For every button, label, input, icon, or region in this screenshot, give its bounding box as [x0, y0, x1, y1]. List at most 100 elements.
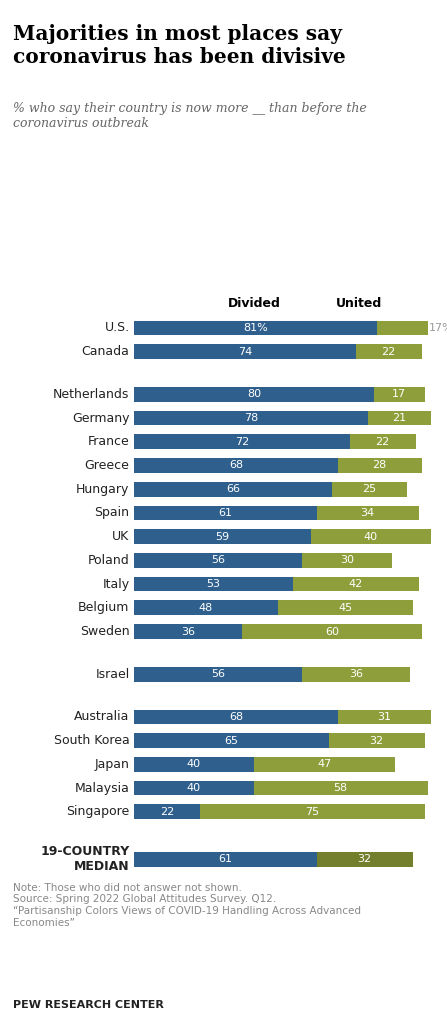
- Text: 68: 68: [229, 712, 243, 722]
- Bar: [338, 458, 422, 473]
- Bar: [134, 458, 338, 473]
- Text: 25: 25: [362, 484, 376, 494]
- Text: Malaysia: Malaysia: [75, 782, 130, 795]
- Bar: [134, 482, 332, 496]
- Text: 74: 74: [238, 347, 252, 357]
- Text: 72: 72: [235, 437, 249, 447]
- Text: 17%: 17%: [429, 323, 447, 332]
- Text: Divided: Divided: [228, 297, 280, 310]
- Text: 19-COUNTRY
MEDIAN: 19-COUNTRY MEDIAN: [40, 845, 130, 874]
- Text: 31: 31: [377, 712, 391, 722]
- Text: 22: 22: [382, 347, 396, 357]
- Text: Greece: Greece: [85, 459, 130, 472]
- Text: South Korea: South Korea: [54, 735, 130, 747]
- Bar: [134, 757, 254, 771]
- Text: 22: 22: [160, 807, 174, 816]
- Bar: [134, 804, 200, 819]
- Bar: [350, 435, 416, 449]
- Text: 30: 30: [340, 555, 354, 566]
- Text: Poland: Poland: [88, 553, 130, 567]
- Text: 75: 75: [305, 807, 319, 816]
- Text: 32: 32: [358, 854, 372, 864]
- Bar: [134, 601, 278, 615]
- Bar: [200, 804, 425, 819]
- Text: Sweden: Sweden: [80, 625, 130, 638]
- Bar: [278, 601, 413, 615]
- Bar: [338, 710, 430, 724]
- Text: Belgium: Belgium: [78, 602, 130, 614]
- Text: 28: 28: [372, 460, 387, 471]
- Text: Netherlands: Netherlands: [53, 388, 130, 401]
- Text: Majorities in most places say
coronavirus has been divisive: Majorities in most places say coronaviru…: [13, 24, 346, 66]
- Bar: [134, 345, 356, 359]
- Bar: [134, 529, 311, 544]
- Text: 40: 40: [187, 759, 201, 769]
- Bar: [374, 387, 425, 402]
- Bar: [134, 667, 302, 681]
- Text: 42: 42: [349, 579, 363, 589]
- Bar: [302, 553, 392, 568]
- Text: France: France: [88, 435, 130, 448]
- Text: Japan: Japan: [95, 758, 130, 771]
- Text: 58: 58: [334, 783, 348, 793]
- Bar: [368, 410, 430, 426]
- Bar: [317, 505, 418, 521]
- Bar: [134, 505, 317, 521]
- Text: 21: 21: [392, 413, 406, 424]
- Bar: [254, 757, 395, 771]
- Bar: [134, 781, 254, 796]
- Text: 17: 17: [392, 390, 406, 399]
- Bar: [134, 624, 242, 639]
- Text: 47: 47: [317, 759, 331, 769]
- Bar: [293, 577, 418, 591]
- Text: 81%: 81%: [243, 323, 268, 332]
- Text: Israel: Israel: [95, 668, 130, 680]
- Text: 56: 56: [211, 669, 225, 679]
- Bar: [254, 781, 428, 796]
- Text: U.S.: U.S.: [105, 321, 130, 335]
- Text: Note: Those who did not answer not shown.
Source: Spring 2022 Global Attitudes S: Note: Those who did not answer not shown…: [13, 883, 362, 928]
- Text: 59: 59: [215, 532, 229, 541]
- Text: 40: 40: [187, 783, 201, 793]
- Bar: [302, 667, 409, 681]
- Bar: [311, 529, 430, 544]
- Bar: [134, 577, 293, 591]
- Bar: [329, 733, 425, 748]
- Bar: [242, 624, 422, 639]
- Text: % who say their country is now more __ than before the
coronavirus outbreak: % who say their country is now more __ t…: [13, 102, 367, 130]
- Text: 36: 36: [181, 626, 195, 636]
- Text: 40: 40: [364, 532, 378, 541]
- Bar: [134, 553, 302, 568]
- Text: 61: 61: [219, 854, 232, 864]
- Text: United: United: [336, 297, 382, 310]
- Text: 34: 34: [361, 507, 375, 518]
- Bar: [134, 410, 368, 426]
- Text: 68: 68: [229, 460, 243, 471]
- Text: Hungary: Hungary: [76, 483, 130, 496]
- Text: Canada: Canada: [82, 345, 130, 358]
- Text: Spain: Spain: [95, 506, 130, 520]
- Text: 80: 80: [247, 390, 261, 399]
- Bar: [134, 733, 329, 748]
- Text: 60: 60: [325, 626, 339, 636]
- Bar: [377, 320, 428, 336]
- Text: 22: 22: [375, 437, 390, 447]
- Text: 56: 56: [211, 555, 225, 566]
- Bar: [134, 387, 374, 402]
- Text: PEW RESEARCH CENTER: PEW RESEARCH CENTER: [13, 1000, 164, 1011]
- Text: 65: 65: [224, 736, 238, 746]
- Bar: [134, 710, 338, 724]
- Text: Australia: Australia: [74, 710, 130, 723]
- Text: 45: 45: [338, 603, 352, 613]
- Bar: [332, 482, 407, 496]
- Text: 32: 32: [370, 736, 384, 746]
- Text: Italy: Italy: [102, 578, 130, 590]
- Text: 53: 53: [207, 579, 220, 589]
- Bar: [356, 345, 422, 359]
- Bar: [134, 435, 350, 449]
- Text: 48: 48: [199, 603, 213, 613]
- Text: 78: 78: [244, 413, 258, 424]
- Text: 66: 66: [226, 484, 240, 494]
- Bar: [317, 852, 413, 866]
- Text: Singapore: Singapore: [66, 805, 130, 818]
